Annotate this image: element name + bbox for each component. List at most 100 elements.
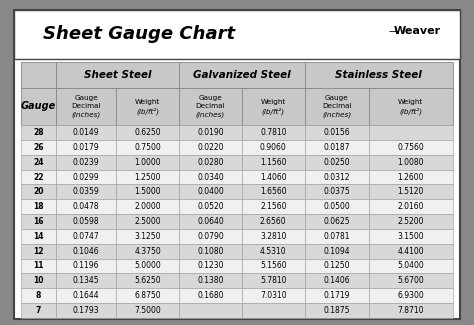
Text: 0.7810: 0.7810 [260, 128, 286, 137]
Text: 10: 10 [33, 276, 44, 285]
Text: —: — [389, 26, 398, 36]
Text: 0.0340: 0.0340 [197, 173, 224, 181]
Text: (lb/ft²): (lb/ft²) [262, 107, 285, 115]
Text: 3.1500: 3.1500 [397, 232, 424, 241]
Text: 26: 26 [33, 143, 44, 152]
Text: 4.5310: 4.5310 [260, 247, 287, 256]
Text: 16: 16 [33, 217, 44, 226]
Text: 0.0220: 0.0220 [197, 143, 224, 152]
Text: 0.1680: 0.1680 [197, 291, 224, 300]
Text: 12: 12 [33, 247, 44, 256]
Text: 6.8750: 6.8750 [134, 291, 161, 300]
Text: 14: 14 [33, 232, 44, 241]
Text: 0.1080: 0.1080 [197, 247, 224, 256]
Text: 0.0781: 0.0781 [324, 232, 350, 241]
Text: 2.5000: 2.5000 [134, 217, 161, 226]
Text: 6.9300: 6.9300 [397, 291, 424, 300]
Text: 22: 22 [33, 173, 44, 181]
Text: 1.5000: 1.5000 [134, 187, 161, 196]
Text: 2.1560: 2.1560 [260, 202, 286, 211]
Text: 18: 18 [33, 202, 44, 211]
Text: 0.0359: 0.0359 [73, 187, 100, 196]
Text: Weaver: Weaver [393, 26, 441, 36]
Text: 0.0790: 0.0790 [197, 232, 224, 241]
Text: (lb/ft²): (lb/ft²) [136, 107, 159, 115]
Text: 0.0520: 0.0520 [197, 202, 224, 211]
Text: Stainless Steel: Stainless Steel [335, 70, 422, 80]
Text: 2.5200: 2.5200 [398, 217, 424, 226]
Text: Sheet Steel: Sheet Steel [84, 70, 151, 80]
Text: 0.1793: 0.1793 [73, 306, 100, 315]
Text: 24: 24 [33, 158, 44, 167]
Text: 0.0149: 0.0149 [73, 128, 100, 137]
Text: (inches): (inches) [196, 112, 225, 118]
Text: 2.0000: 2.0000 [134, 202, 161, 211]
Text: (inches): (inches) [322, 112, 351, 118]
Text: 0.1046: 0.1046 [73, 247, 100, 256]
Text: 5.0000: 5.0000 [134, 261, 161, 270]
Text: 0.0400: 0.0400 [197, 187, 224, 196]
Text: 5.7810: 5.7810 [260, 276, 286, 285]
Text: 11: 11 [33, 261, 44, 270]
Text: 20: 20 [33, 187, 44, 196]
Text: 0.0190: 0.0190 [197, 128, 224, 137]
Text: 0.1644: 0.1644 [73, 291, 100, 300]
Text: 0.1380: 0.1380 [197, 276, 224, 285]
Text: 1.2600: 1.2600 [398, 173, 424, 181]
Text: 5.0400: 5.0400 [397, 261, 424, 270]
Text: 0.0187: 0.0187 [324, 143, 350, 152]
Text: 0.0299: 0.0299 [73, 173, 100, 181]
Text: 1.0080: 1.0080 [398, 158, 424, 167]
Text: 7: 7 [36, 306, 41, 315]
Text: 2.0160: 2.0160 [398, 202, 424, 211]
Text: 3.2810: 3.2810 [260, 232, 286, 241]
Text: 0.1406: 0.1406 [323, 276, 350, 285]
Text: Weight: Weight [398, 99, 423, 105]
Text: 3.1250: 3.1250 [135, 232, 161, 241]
Text: (lb/ft²): (lb/ft²) [399, 107, 422, 115]
Text: 5.6700: 5.6700 [397, 276, 424, 285]
Text: 1.4060: 1.4060 [260, 173, 287, 181]
Text: 0.0625: 0.0625 [323, 217, 350, 226]
Text: 7.0310: 7.0310 [260, 291, 287, 300]
Text: Gauge: Gauge [21, 101, 56, 111]
Text: Gauge: Gauge [325, 95, 349, 101]
Text: 7.5000: 7.5000 [134, 306, 161, 315]
Text: Decimal: Decimal [71, 103, 101, 110]
Text: 5.1560: 5.1560 [260, 261, 287, 270]
Text: 0.7500: 0.7500 [134, 143, 161, 152]
Text: 0.7560: 0.7560 [397, 143, 424, 152]
Text: Gauge: Gauge [74, 95, 98, 101]
Text: 0.0747: 0.0747 [73, 232, 100, 241]
Text: 1.5120: 1.5120 [398, 187, 424, 196]
Text: Weight: Weight [135, 99, 160, 105]
Text: 0.1345: 0.1345 [73, 276, 100, 285]
Text: 0.0250: 0.0250 [323, 158, 350, 167]
Text: 0.0239: 0.0239 [73, 158, 100, 167]
Text: 28: 28 [33, 128, 44, 137]
Text: 0.0312: 0.0312 [324, 173, 350, 181]
Text: 0.6250: 0.6250 [134, 128, 161, 137]
Text: 0.1196: 0.1196 [73, 261, 99, 270]
Text: Galvanized Steel: Galvanized Steel [193, 70, 291, 80]
Text: 0.0280: 0.0280 [197, 158, 224, 167]
Text: 1.2500: 1.2500 [135, 173, 161, 181]
Text: 1.0000: 1.0000 [134, 158, 161, 167]
Text: 4.4100: 4.4100 [397, 247, 424, 256]
Text: 0.0179: 0.0179 [73, 143, 100, 152]
Text: 0.0640: 0.0640 [197, 217, 224, 226]
Text: 7.8710: 7.8710 [398, 306, 424, 315]
Text: (inches): (inches) [72, 112, 100, 118]
Text: 0.1875: 0.1875 [324, 306, 350, 315]
Text: 0.1719: 0.1719 [324, 291, 350, 300]
Text: 0.9060: 0.9060 [260, 143, 287, 152]
Text: 0.1094: 0.1094 [323, 247, 350, 256]
Text: 5.6250: 5.6250 [134, 276, 161, 285]
Text: 0.1250: 0.1250 [324, 261, 350, 270]
Text: 2.6560: 2.6560 [260, 217, 287, 226]
Text: 0.0478: 0.0478 [73, 202, 100, 211]
Text: 1.6560: 1.6560 [260, 187, 287, 196]
Text: 0.0156: 0.0156 [323, 128, 350, 137]
Text: 0.0598: 0.0598 [73, 217, 100, 226]
Text: Decimal: Decimal [322, 103, 352, 110]
